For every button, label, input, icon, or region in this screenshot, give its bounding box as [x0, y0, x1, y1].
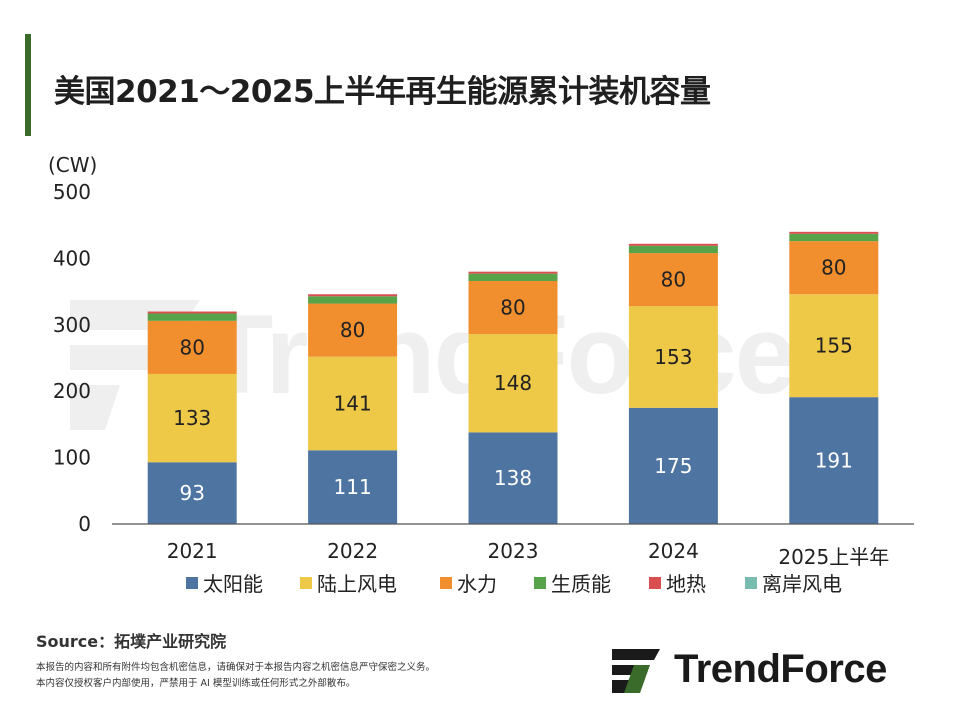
bar-stack-2022: 111 141 80 — [308, 294, 398, 524]
title-accent-bar — [25, 34, 31, 136]
bar-segment-hydro — [308, 303, 398, 357]
x-tick-label: 2023 — [488, 539, 539, 563]
legend-label: 地热 — [666, 572, 706, 596]
bar-segment-solar — [468, 432, 558, 524]
trendforce-logo-icon — [612, 649, 660, 693]
bar-segment-biomass — [789, 233, 879, 242]
data-label: 80 — [179, 335, 204, 359]
y-tick-label: 500 — [53, 180, 91, 204]
data-label: 153 — [654, 345, 692, 369]
y-tick-label: 200 — [53, 379, 91, 403]
logo-text: TrendForce — [674, 647, 887, 691]
bars: 93 133 80 111 141 80 138 148 80 175 153 80 191 155 80 — [147, 231, 879, 524]
x-tick-label: 2025上半年 — [778, 545, 889, 569]
bar-segment-biomass — [147, 313, 237, 321]
page-title: 美国2021～2025上半年再生能源累计装机容量 — [54, 74, 711, 110]
legend-item-geothermal: 地热 — [649, 572, 706, 596]
bar-segment-geothermal — [789, 231, 879, 234]
data-label: 133 — [173, 406, 211, 430]
legend-label: 离岸风电 — [762, 572, 842, 596]
data-label: 80 — [661, 268, 686, 292]
legend: 太阳能 陆上风电 水力 生质能 地热 离岸风电 — [186, 572, 842, 596]
bar-segment-onshore_wind — [308, 356, 398, 451]
source-text: Source：拓墣产业研究院 — [36, 632, 227, 651]
bar-segment-onshore_wind — [468, 334, 558, 433]
data-label: 191 — [815, 449, 853, 473]
x-axis: 2021 2022 2023 2024 2025上半年 — [112, 523, 914, 569]
data-label: 141 — [334, 391, 372, 415]
bar-segment-onshore_wind — [628, 306, 718, 408]
legend-label: 陆上风电 — [317, 572, 397, 596]
bar-stack-2021: 93 133 80 — [147, 311, 237, 524]
bar-segment-solar — [789, 397, 879, 524]
data-label: 138 — [494, 466, 532, 490]
usage-note: 本内容仅授权客户内部使用，严禁用于 AI 模型训练或任何形式之外部散布。 — [36, 678, 356, 689]
legend-label: 生质能 — [551, 572, 611, 596]
bar-segment-solar — [628, 407, 718, 524]
y-axis-unit-label: (CW) — [48, 153, 97, 177]
legend-swatch — [440, 577, 452, 589]
data-label: 80 — [340, 318, 365, 342]
legend-swatch — [745, 577, 757, 589]
legend-item-hydro: 水力 — [440, 572, 497, 596]
data-label: 155 — [815, 334, 853, 358]
data-label: 111 — [334, 475, 372, 499]
legend-label: 水力 — [457, 572, 497, 596]
y-tick-label: 100 — [53, 446, 91, 470]
legend-item-solar: 太阳能 — [186, 572, 263, 596]
x-tick-label: 2024 — [648, 539, 699, 563]
bar-segment-hydro — [628, 253, 718, 307]
y-tick-label: 400 — [53, 246, 91, 270]
legend-swatch — [300, 577, 312, 589]
legend-swatch — [186, 577, 198, 589]
data-label: 93 — [179, 481, 204, 505]
data-label: 148 — [494, 371, 532, 395]
bar-segment-biomass — [468, 273, 558, 281]
confidential-note: 本报告的内容和所有附件均包含机密信息，请确保对于本报告内容之机密信息严守保密之义… — [36, 662, 436, 673]
bar-segment-hydro — [468, 280, 558, 335]
legend-item-onshore_wind: 陆上风电 — [300, 572, 397, 596]
bar-segment-geothermal — [628, 243, 718, 246]
data-label: 175 — [654, 454, 692, 478]
bar-stack-2025上半年: 191 155 80 — [789, 231, 879, 524]
data-label: 80 — [500, 296, 525, 320]
bar-stack-2024: 175 153 80 — [628, 243, 718, 524]
legend-item-biomass: 生质能 — [534, 572, 611, 596]
bar-segment-geothermal — [308, 294, 398, 297]
y-tick-label: 0 — [78, 512, 91, 536]
bar-segment-biomass — [308, 296, 398, 304]
trendforce-logo: TrendForce — [610, 645, 940, 697]
legend-item-offshore_wind: 离岸风电 — [745, 572, 842, 596]
bar-segment-solar — [308, 450, 398, 524]
x-tick-label: 2021 — [167, 539, 218, 563]
bar-segment-onshore_wind — [147, 373, 237, 463]
y-axis: (CW) 0 100 200 300 400 500 — [48, 153, 97, 536]
x-tick-label: 2022 — [327, 539, 378, 563]
bar-segment-hydro — [789, 241, 879, 295]
legend-label: 太阳能 — [203, 572, 263, 596]
bar-segment-biomass — [628, 245, 718, 254]
y-tick-label: 300 — [53, 313, 91, 337]
data-label: 80 — [821, 256, 846, 280]
bar-stack-2023: 138 148 80 — [468, 271, 558, 524]
bar-segment-geothermal — [147, 311, 237, 314]
legend-swatch — [534, 577, 546, 589]
bar-segment-solar — [147, 462, 237, 524]
bar-segment-onshore_wind — [789, 294, 879, 398]
bar-segment-geothermal — [468, 271, 558, 274]
legend-swatch — [649, 577, 661, 589]
bar-segment-hydro — [147, 320, 237, 374]
